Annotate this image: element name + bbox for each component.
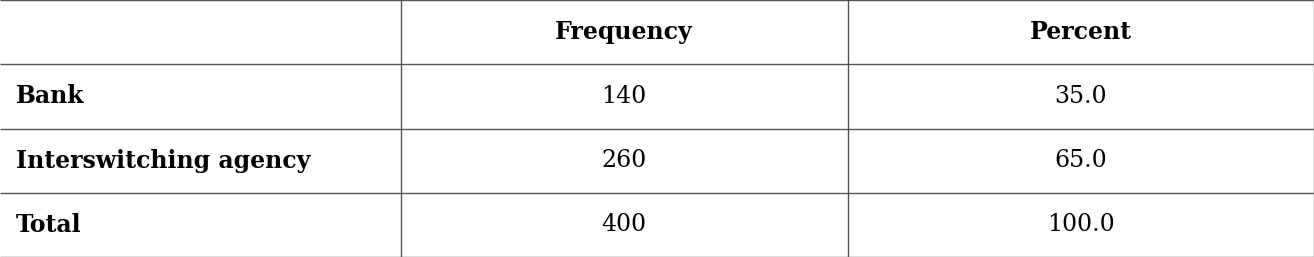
Text: Interswitching agency: Interswitching agency [16, 149, 310, 173]
Text: Bank: Bank [16, 84, 84, 108]
Text: 65.0: 65.0 [1054, 149, 1108, 172]
Text: Frequency: Frequency [556, 20, 692, 44]
Text: Total: Total [16, 213, 81, 237]
Text: Percent: Percent [1030, 20, 1131, 44]
Text: 100.0: 100.0 [1047, 213, 1114, 236]
Text: 400: 400 [602, 213, 646, 236]
Text: 260: 260 [602, 149, 646, 172]
Text: 140: 140 [602, 85, 646, 108]
Text: 35.0: 35.0 [1054, 85, 1108, 108]
